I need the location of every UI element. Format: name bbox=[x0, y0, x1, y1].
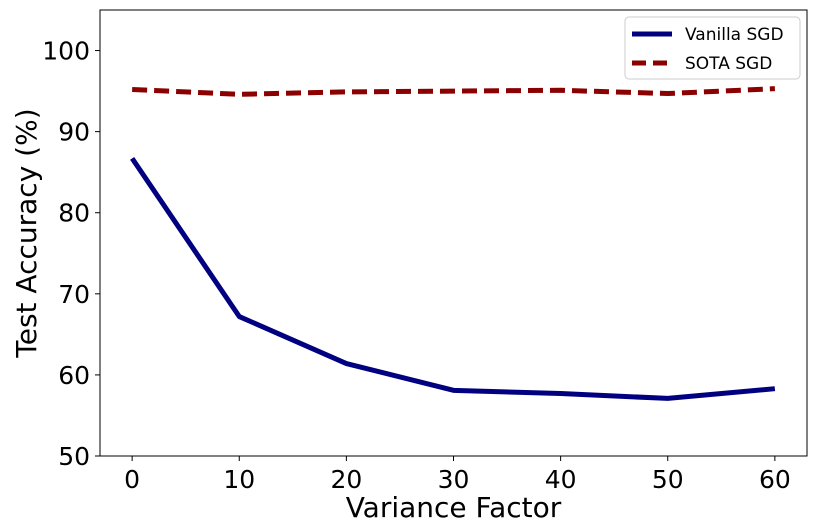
x-tick-label: 30 bbox=[438, 465, 470, 494]
y-tick-label: 50 bbox=[58, 442, 90, 471]
legend-label-sota-sgd: SOTA SGD bbox=[685, 54, 772, 74]
series-layer bbox=[130, 86, 776, 401]
x-tick-label: 20 bbox=[330, 465, 362, 494]
x-tick-label: 60 bbox=[759, 465, 791, 494]
y-axis-label: Test Accuracy (%) bbox=[10, 108, 43, 358]
y-tick-label: 100 bbox=[42, 37, 90, 66]
y-tick-label: 80 bbox=[58, 199, 90, 228]
x-axis-ticks: 0 10 20 30 40 50 60 bbox=[124, 456, 791, 494]
series-line-sota-sgd bbox=[132, 86, 775, 97]
legend-label-vanilla-sgd: Vanilla SGD bbox=[685, 25, 784, 45]
y-tick-label: 90 bbox=[58, 118, 90, 147]
x-tick-label: 50 bbox=[652, 465, 684, 494]
x-tick-label: 40 bbox=[545, 465, 577, 494]
y-axis-ticks: 50 60 70 80 90 100 bbox=[42, 37, 100, 471]
x-tick-label: 10 bbox=[223, 465, 255, 494]
y-tick-label: 60 bbox=[58, 361, 90, 390]
x-tick-label: 0 bbox=[124, 465, 140, 494]
series-line-vanilla-sgd bbox=[130, 156, 776, 401]
x-axis-label: Variance Factor bbox=[346, 491, 562, 524]
plot-area bbox=[99, 9, 808, 457]
y-tick-label: 70 bbox=[58, 280, 90, 309]
legend: Vanilla SGD SOTA SGD bbox=[624, 16, 801, 80]
